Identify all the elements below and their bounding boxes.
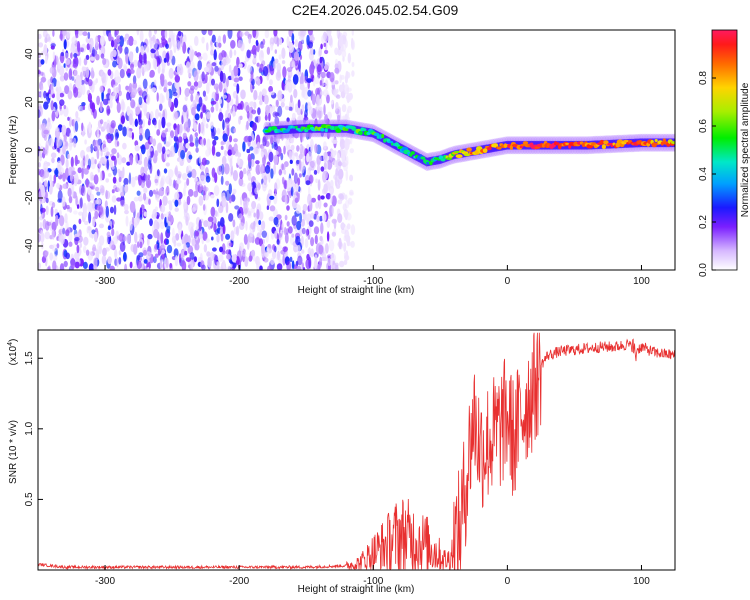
spectrogram-y-tick-label: 20 xyxy=(24,96,35,108)
snr-background xyxy=(38,330,675,570)
colorbar-label: Normalized spectral amplitude xyxy=(740,82,750,217)
snr-y-tick-label: 1.0 xyxy=(24,421,35,435)
spectrogram-y-tick-label: -40 xyxy=(24,238,35,253)
spectrogram-x-axis: -300 -200 -100 0 100 xyxy=(95,265,650,287)
snr-frame xyxy=(37,329,676,571)
snr-panel: -300 -200 -100 0 100 0.5 1.0 1.5 Height of str… xyxy=(7,329,676,595)
snr-x-tick-label: -200 xyxy=(229,576,249,587)
colorbar-gradient xyxy=(711,29,738,271)
spectrogram-x-tick-label: 100 xyxy=(633,276,650,287)
colorbar: 0.0 0.2 0.4 0.6 0.8 Normalized spectral ampl… xyxy=(698,29,750,277)
figure-title: C2E4.2026.045.02.54.G09 xyxy=(291,2,459,18)
spectrogram-noise-region xyxy=(38,30,356,270)
snr-x-tick-label: -300 xyxy=(95,576,115,587)
spectrogram-x-tick-label: -200 xyxy=(229,276,249,287)
snr-y-multiplier: (x104) xyxy=(7,339,19,366)
spectrogram-y-tick-label: 0 xyxy=(24,147,35,153)
snr-y-tick-label: 1.5 xyxy=(24,351,35,365)
snr-x-tick-label: 100 xyxy=(633,576,650,587)
snr-y-tick-label: 0.5 xyxy=(24,492,35,506)
colorbar-ticks: 0.0 0.2 0.4 0.6 0.8 xyxy=(698,71,716,277)
spectrogram-y-label: Frequency (Hz) xyxy=(8,116,19,185)
spectrogram-x-label: Height of straight line (km) xyxy=(298,285,415,296)
spectrogram-x-tick-label: -300 xyxy=(95,276,115,287)
colorbar-tick-label: 0.8 xyxy=(698,71,709,85)
spectrogram-x-tick-label: 0 xyxy=(505,276,511,287)
colorbar-tick-label: 0.0 xyxy=(698,263,709,277)
spectrogram-y-tick-label: -20 xyxy=(24,190,35,205)
spectrogram-ridge xyxy=(262,119,675,171)
colorbar-tick-label: 0.2 xyxy=(698,215,709,229)
snr-y-label: SNR (10 * v/v) xyxy=(8,420,19,484)
snr-x-tick-label: -100 xyxy=(363,576,383,587)
snr-y-axis: 0.5 1.0 1.5 xyxy=(24,351,43,506)
snr-series-line xyxy=(38,332,675,570)
snr-x-axis: -300 -200 -100 0 100 xyxy=(95,565,650,587)
spectrogram-x-tick-label: -100 xyxy=(363,276,383,287)
colorbar-tick-label: 0.4 xyxy=(698,167,709,181)
spectrogram-y-tick-label: 40 xyxy=(24,48,35,60)
snr-x-tick-label: 0 xyxy=(505,576,511,587)
spectrogram-y-axis: -40 -20 0 20 40 xyxy=(24,48,43,253)
colorbar-tick-label: 0.6 xyxy=(698,119,709,133)
snr-x-label: Height of straight line (km) xyxy=(298,584,415,595)
